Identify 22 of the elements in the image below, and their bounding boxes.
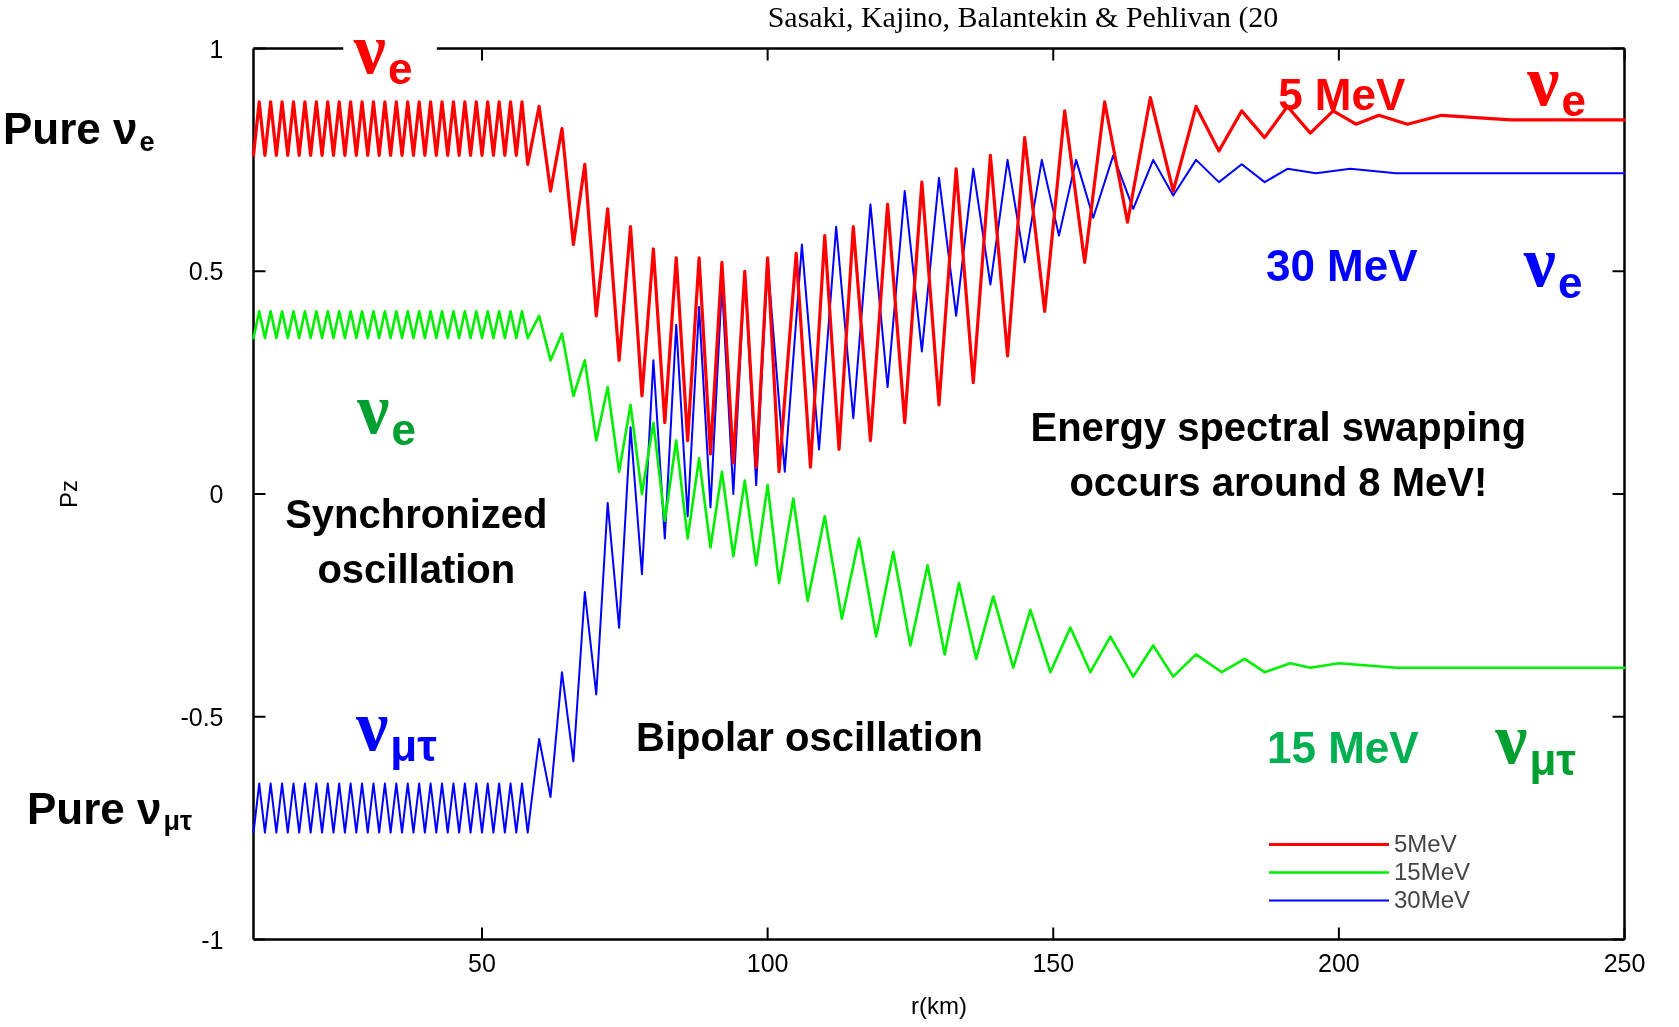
legend-label: 15MeV bbox=[1394, 858, 1471, 886]
annotation: Synchronized oscillation bbox=[285, 491, 548, 591]
annotation: Energy spectral swapping occurs around 8 MeV! bbox=[1030, 404, 1527, 504]
text: Sasaki, Kajino, Balantekin & Pehlivan (20 bbox=[767, 0, 1279, 34]
x-tick-label: 200 bbox=[1318, 948, 1360, 977]
x-tick-label: 250 bbox=[1603, 948, 1646, 977]
y-tick-label: 0.5 bbox=[188, 257, 224, 286]
legend-label: 5MeV bbox=[1394, 830, 1457, 858]
y-tick-label: 1 bbox=[209, 34, 224, 63]
annotation: Bipolar oscillation bbox=[636, 715, 983, 760]
annotation: 30 MeV bbox=[1265, 241, 1419, 291]
x-tick-label: 50 bbox=[468, 948, 496, 977]
x-axis-title: r(km) bbox=[911, 991, 967, 1019]
y-tick-label: -0.5 bbox=[180, 702, 224, 731]
x-tick-label: 100 bbox=[746, 948, 789, 977]
y-tick-label: 0 bbox=[209, 480, 224, 508]
x-tick-label: 150 bbox=[1032, 948, 1075, 977]
legend-label: 30MeV bbox=[1394, 886, 1471, 914]
annotation: 15 MeV bbox=[1267, 723, 1420, 773]
y-axis-title: Pz bbox=[55, 479, 82, 508]
y-tick-label: -1 bbox=[201, 925, 224, 954]
annotation: 5 MeV bbox=[1278, 69, 1406, 119]
